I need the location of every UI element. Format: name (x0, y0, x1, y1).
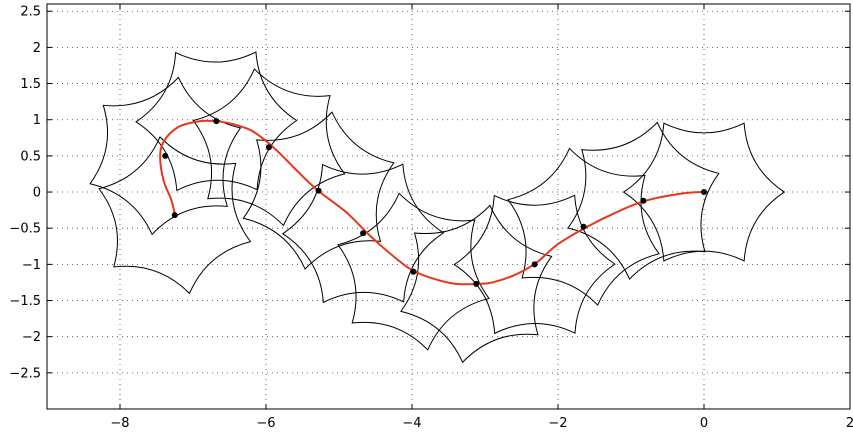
y-tick-label: −1 (22, 258, 41, 273)
star-shape-outline (242, 111, 395, 270)
x-tick-label: −8 (110, 416, 129, 431)
trajectory-marker (213, 118, 220, 125)
trajectory-marker (580, 223, 587, 230)
x-tick-label: 2 (846, 416, 853, 431)
trajectory-marker (531, 261, 538, 268)
star-shape-outline (337, 192, 490, 351)
y-tick-label: 1.5 (20, 77, 41, 92)
star-shape-outline (192, 68, 346, 227)
y-tick-label: 0.5 (20, 149, 41, 164)
x-tick-label: −6 (256, 416, 275, 431)
trajectory-layer (159, 119, 705, 286)
y-tick-label: 0 (33, 186, 41, 201)
shapes-layer (89, 51, 786, 364)
x-tick-label: 0 (700, 416, 708, 431)
trajectory-marker (171, 212, 178, 219)
trajectory-marker (701, 189, 707, 196)
y-tick-label: −2 (22, 330, 41, 345)
trajectory-marker (162, 152, 169, 159)
star-shape-outline (400, 204, 553, 364)
trajectory-line (159, 119, 705, 286)
star-shape-outline (507, 147, 660, 306)
trajectory-marker (360, 230, 367, 237)
star-shape-outline (89, 76, 242, 236)
star-shape-outline (622, 122, 786, 262)
trajectory-marker (473, 280, 480, 287)
trajectory-marker (315, 187, 322, 194)
y-tick-label: 1 (33, 113, 41, 128)
trajectory-marker (265, 144, 272, 151)
trajectory-marker (640, 197, 647, 204)
star-shape-outline (567, 121, 720, 280)
y-tick-label: −0.5 (9, 222, 41, 237)
trajectory-marker (410, 268, 417, 275)
star-shape-outline (453, 194, 616, 335)
x-tick-label: −2 (548, 416, 567, 431)
markers-layer (162, 118, 707, 287)
grid (47, 4, 851, 409)
y-tick-label: −2.5 (9, 366, 41, 381)
y-tick-label: 2 (33, 41, 41, 56)
axes-frame (46, 3, 851, 410)
star-shape-outline (281, 163, 445, 304)
y-tick-label: −1.5 (9, 294, 41, 309)
ticks: −8 −6 −4 −2 0 2 2.5 2 1.5 1 0.5 0 −0.5 −1 −1.5 −2 −2.5 (9, 4, 853, 431)
y-tick-label: 2.5 (20, 5, 41, 20)
star-shape-outline (135, 51, 298, 192)
star-shape-outline (98, 136, 252, 295)
x-tick-label: −4 (402, 416, 421, 431)
